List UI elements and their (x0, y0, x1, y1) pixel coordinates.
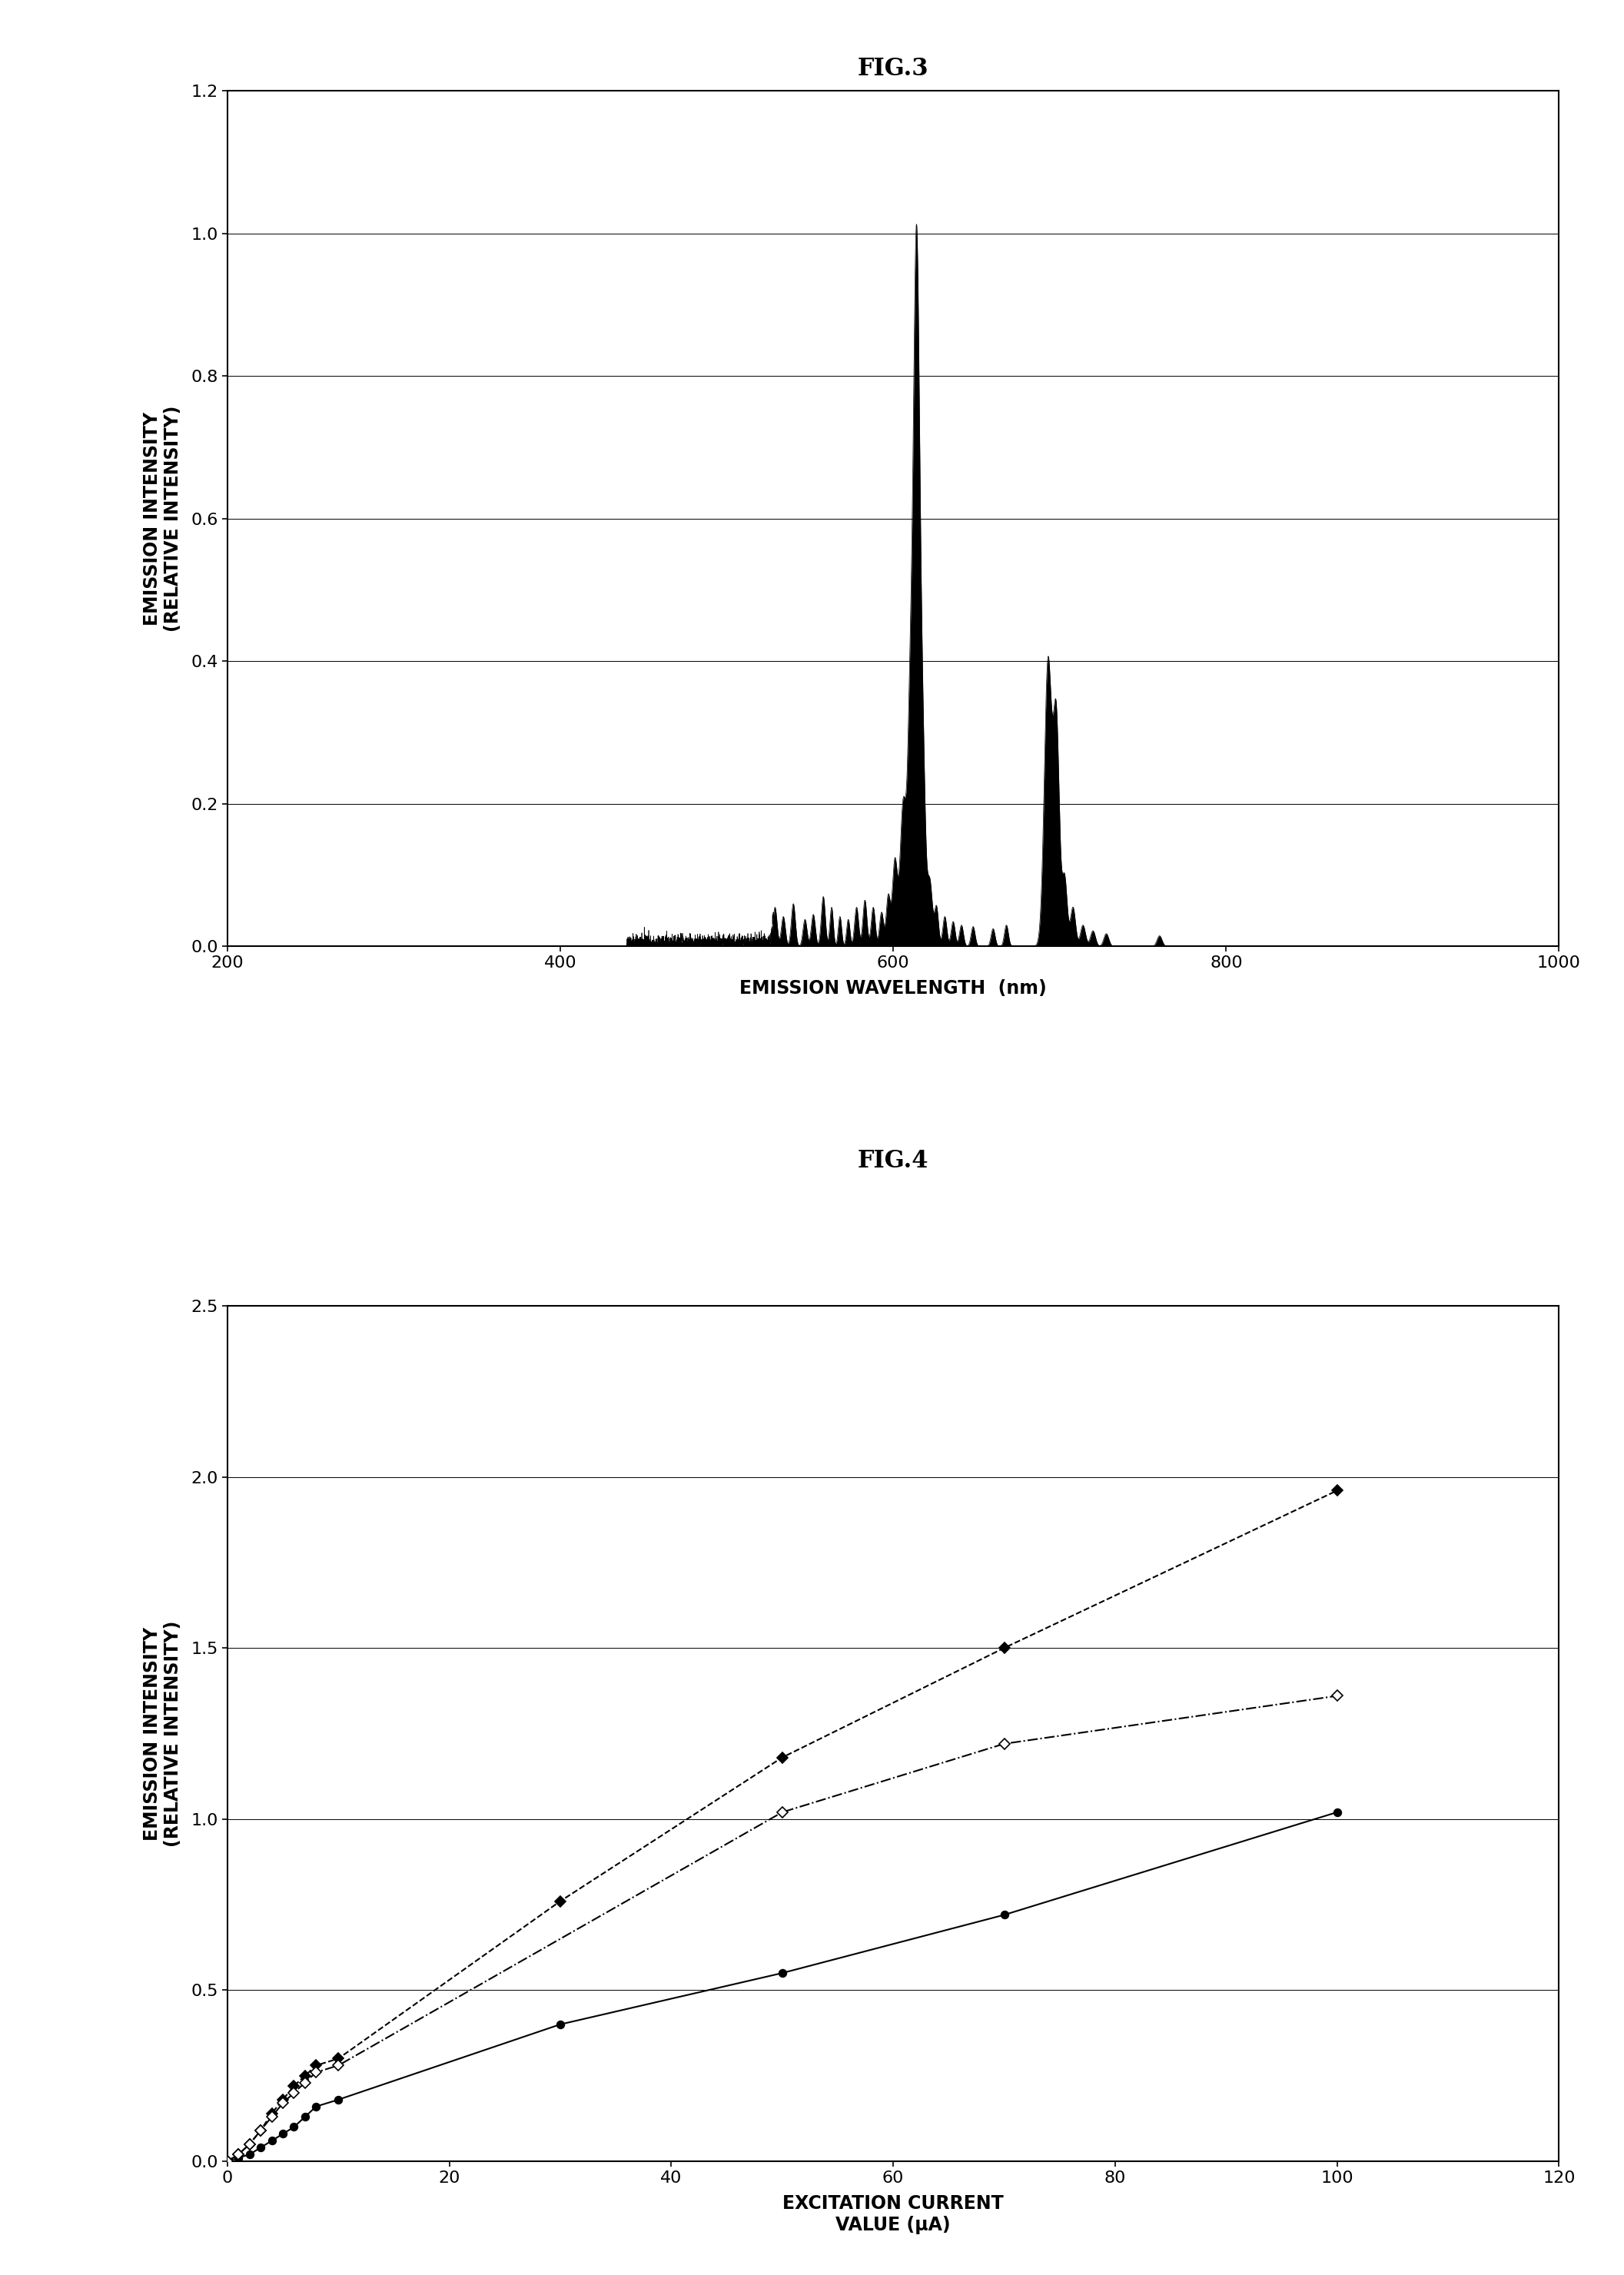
Y-axis label: EMISSION INTENSITY
(RELATIVE INTENSITY): EMISSION INTENSITY (RELATIVE INTENSITY) (143, 1620, 182, 1847)
Text: FIG.4: FIG.4 (857, 1149, 929, 1172)
X-axis label: EMISSION WAVELENGTH  (nm): EMISSION WAVELENGTH (nm) (739, 981, 1047, 999)
Y-axis label: EMISSION INTENSITY
(RELATIVE INTENSITY): EMISSION INTENSITY (RELATIVE INTENSITY) (143, 405, 182, 632)
X-axis label: EXCITATION CURRENT
VALUE (μA): EXCITATION CURRENT VALUE (μA) (783, 2193, 1004, 2234)
Text: FIG.3: FIG.3 (857, 57, 929, 80)
